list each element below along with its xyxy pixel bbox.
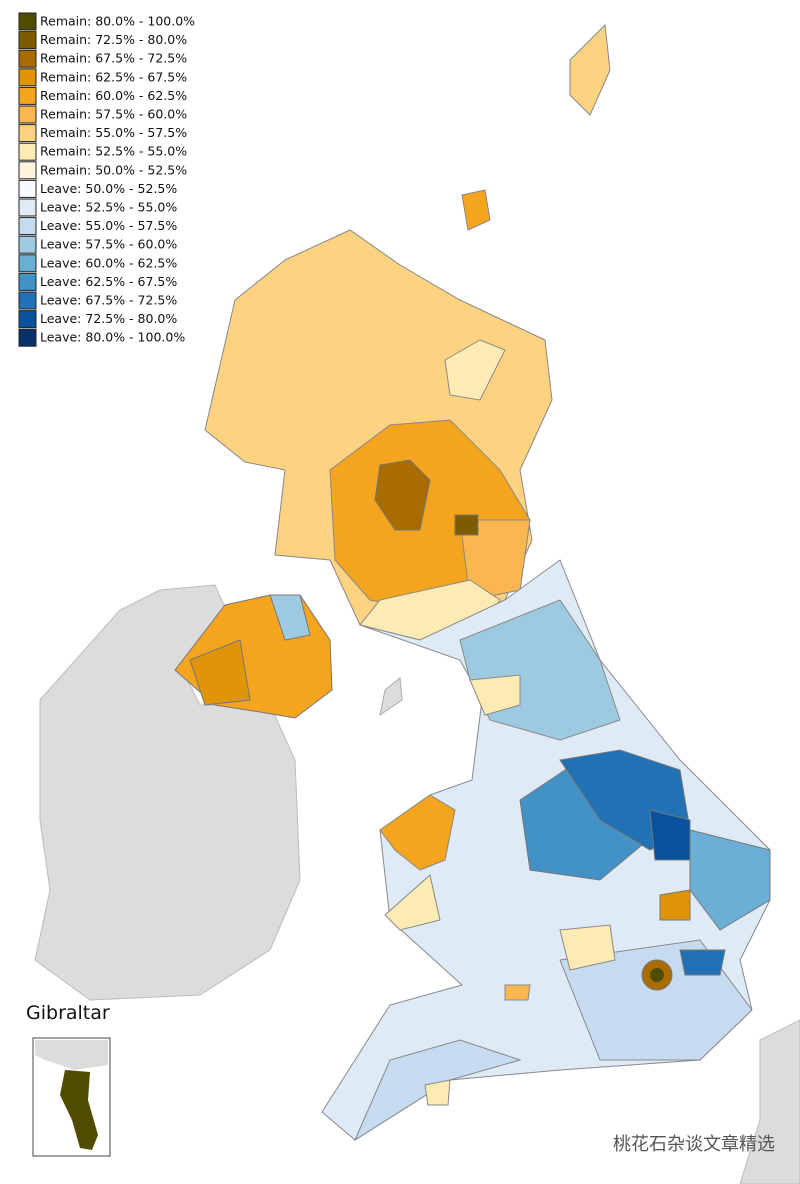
legend-label: Remain: 72.5% - 80.0% <box>40 32 187 47</box>
ni-leave <box>269 594 311 641</box>
legend-swatch <box>18 142 37 161</box>
legend-label: Leave: 62.5% - 67.5% <box>40 274 177 289</box>
legend-label: Remain: 57.5% - 60.0% <box>40 107 187 122</box>
legend-swatch <box>18 161 37 180</box>
devon-remain <box>424 1079 451 1106</box>
watermark: 桃花石杂谈文章精选 <box>613 1134 775 1155</box>
legend-swatch <box>18 124 37 143</box>
legend-swatch <box>18 179 37 198</box>
thurrock <box>679 949 726 976</box>
east-anglia <box>689 829 771 931</box>
legend-label: Leave: 50.0% - 52.5% <box>40 181 177 196</box>
orkney <box>461 189 491 231</box>
legend-label: Leave: 72.5% - 80.0% <box>40 311 177 326</box>
gibraltar <box>60 1070 98 1150</box>
ni-remain-dark <box>189 639 251 706</box>
wales-north <box>379 794 456 871</box>
stirling <box>374 459 431 531</box>
legend-swatch <box>18 254 37 273</box>
legend-swatch <box>18 328 37 347</box>
legend-label: Remain: 80.0% - 100.0% <box>40 14 195 29</box>
legend-swatch <box>18 68 37 87</box>
legend-swatch <box>18 272 37 291</box>
legend-swatch <box>18 86 37 105</box>
legend-label: Leave: 57.5% - 60.0% <box>40 237 177 252</box>
legend-label: Leave: 67.5% - 72.5% <box>40 293 177 308</box>
france <box>739 1019 800 1184</box>
spain-inset <box>35 1040 108 1070</box>
legend-swatch <box>18 12 37 31</box>
legend-swatch <box>18 310 37 329</box>
legend-swatch <box>18 105 37 124</box>
legend-swatch <box>18 198 37 217</box>
inset-title: Gibraltar <box>26 1002 110 1024</box>
legend-label: Remain: 67.5% - 72.5% <box>40 51 187 66</box>
ireland <box>34 584 301 1001</box>
legend-swatch <box>18 49 37 68</box>
legend-swatch <box>18 291 37 310</box>
legend-label: Leave: 52.5% - 55.0% <box>40 200 177 215</box>
legend-label: Remain: 62.5% - 67.5% <box>40 69 187 84</box>
london-core <box>650 968 664 982</box>
cumbria <box>469 674 521 716</box>
oxford-area <box>559 924 616 971</box>
legend-label: Remain: 50.0% - 52.5% <box>40 162 187 177</box>
cambridge <box>659 889 691 921</box>
wales-west <box>384 874 441 931</box>
legend-swatch <box>18 217 37 236</box>
legend-swatch <box>18 235 37 254</box>
edinburgh <box>454 514 479 536</box>
shetland <box>569 23 611 116</box>
legend-label: Leave: 60.0% - 62.5% <box>40 255 177 270</box>
bristol <box>504 984 531 1001</box>
legend-label: Remain: 55.0% - 57.5% <box>40 125 187 140</box>
scotland-highland-ne <box>444 339 506 401</box>
legend: Remain: 80.0% - 100.0% Remain: 72.5% - 80… <box>18 12 195 347</box>
legend-label: Leave: 55.0% - 57.5% <box>40 218 177 233</box>
legend-label: Remain: 60.0% - 62.5% <box>40 88 187 103</box>
legend-swatch <box>18 31 37 50</box>
legend-label: Leave: 80.0% - 100.0% <box>40 330 185 345</box>
legend-label: Remain: 52.5% - 55.0% <box>40 144 187 159</box>
isle-of-man <box>379 677 403 717</box>
